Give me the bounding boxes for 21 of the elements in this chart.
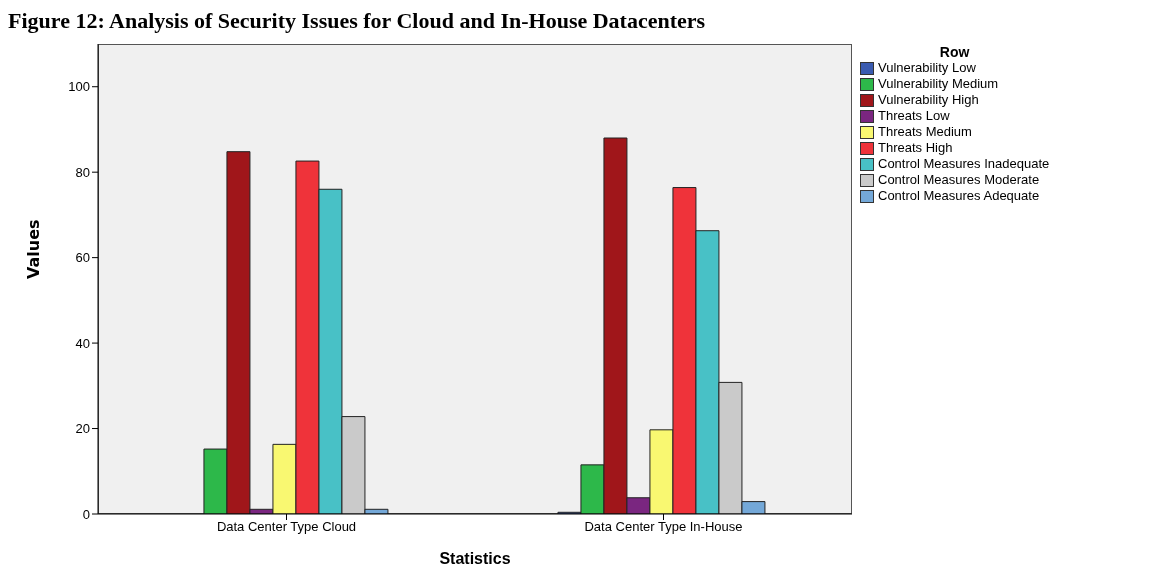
x-axis-title: Statistics	[439, 550, 511, 567]
legend-label: Vulnerability Medium	[878, 76, 999, 92]
x-tick-label: Data Center Type In-House	[584, 519, 743, 535]
x-tick-label: Data Center Type Cloud	[216, 519, 357, 535]
y-tick-label: 0	[82, 506, 90, 522]
chart-title: Figure 12: Analysis of Security Issues for Cloud and In-House Datacenters	[8, 8, 707, 34]
legend-label: Vulnerability Low	[878, 60, 976, 76]
legend-label: Control Measures Moderate	[878, 172, 1040, 188]
y-tick-label: 80	[75, 164, 90, 180]
legend-title: Row	[938, 44, 971, 60]
y-tick-label: 20	[75, 421, 90, 437]
legend-label: Threats High	[878, 140, 953, 156]
y-tick-label: 40	[75, 335, 90, 351]
legend-label: Vulnerability High	[878, 92, 979, 108]
legend-label: Threats Low	[878, 108, 950, 124]
legend-label: Control Measures Inadequate	[878, 156, 1050, 172]
legend-label: Control Measures Adequate	[878, 188, 1040, 204]
y-tick-label: 100	[68, 79, 90, 95]
legend-label: Threats Medium	[878, 124, 972, 140]
y-axis-title: Values	[23, 219, 43, 279]
y-tick-label: 60	[75, 250, 90, 266]
